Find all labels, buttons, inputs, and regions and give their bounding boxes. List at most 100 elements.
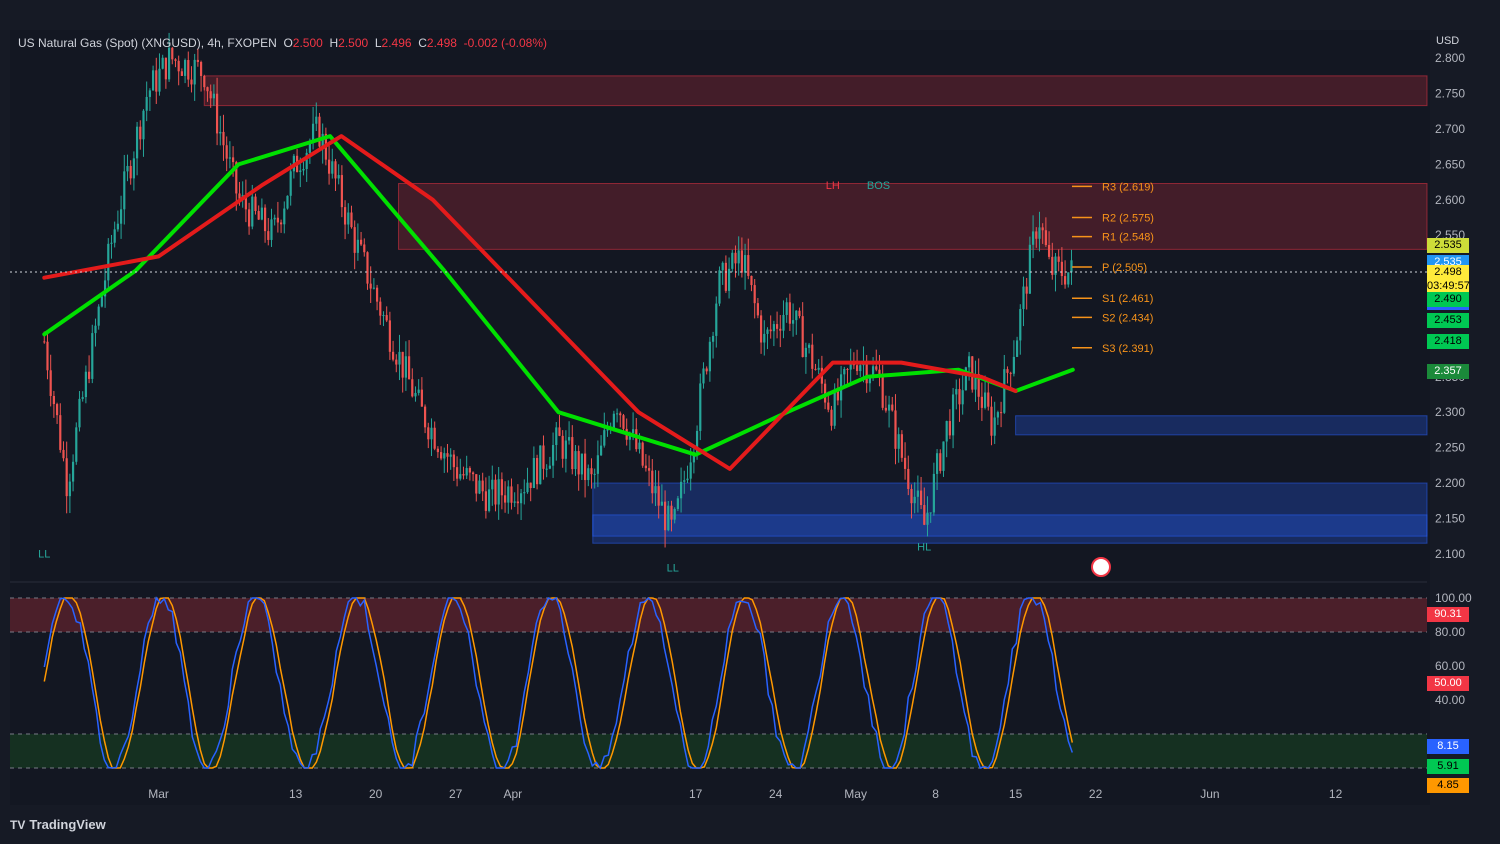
candle-body xyxy=(814,368,817,370)
candle-body xyxy=(71,461,75,482)
candle-body xyxy=(1047,245,1051,257)
candle-body xyxy=(753,285,756,304)
candle-body xyxy=(350,212,353,228)
candle-body xyxy=(660,501,663,506)
time-axis-tick: 22 xyxy=(1089,787,1103,801)
candle-body xyxy=(647,468,651,471)
candle-body xyxy=(836,391,839,401)
tradingview-icon: TV xyxy=(10,818,26,832)
candle-body xyxy=(721,262,724,271)
candle-body xyxy=(75,427,78,462)
candle-body xyxy=(667,505,670,531)
candle-body xyxy=(916,490,919,497)
candle-body xyxy=(798,310,801,317)
candle-body xyxy=(596,455,599,474)
candle-body xyxy=(599,445,603,456)
candle-body xyxy=(199,62,203,76)
candle-body xyxy=(68,481,71,497)
candle-body xyxy=(1035,231,1038,239)
price-axis-tick: 2.300 xyxy=(1435,405,1465,419)
symbol-name[interactable]: US Natural Gas (Spot) (XNGUSD) xyxy=(18,36,201,50)
candle-body xyxy=(987,392,990,407)
candle-body xyxy=(91,333,94,379)
candle-body xyxy=(747,255,750,276)
candle-body xyxy=(545,468,548,470)
candle-body xyxy=(359,239,363,245)
currency-label[interactable]: USD xyxy=(1436,35,1460,47)
osc-value-tag: 8.15 xyxy=(1427,738,1469,754)
candle-body xyxy=(1044,230,1047,246)
price-axis-tick: 2.250 xyxy=(1435,441,1465,455)
candle-body xyxy=(276,217,279,223)
candle-body xyxy=(398,351,401,365)
timeframe[interactable]: 4h xyxy=(207,36,221,50)
candle-body xyxy=(910,488,913,504)
time-axis-tick: 24 xyxy=(769,787,783,801)
candle-body xyxy=(769,329,772,332)
demand-zone xyxy=(592,514,1428,537)
candle-body xyxy=(471,472,475,475)
candle-body xyxy=(516,501,519,504)
us-flag-icon[interactable] xyxy=(1091,557,1111,577)
candle-body xyxy=(135,126,139,159)
candle-body xyxy=(247,209,251,227)
low-value: 2.496 xyxy=(381,36,412,50)
candle-body xyxy=(183,60,187,76)
candle-body xyxy=(843,368,846,375)
candle-body xyxy=(1022,286,1025,310)
candle-body xyxy=(308,142,311,153)
candle-body xyxy=(283,208,286,225)
candle-body xyxy=(993,417,996,436)
open-label: O xyxy=(283,36,293,50)
candle-body xyxy=(900,434,903,458)
candle-body xyxy=(459,474,462,479)
price-tag: 2.535 xyxy=(1427,238,1469,254)
close-label: C xyxy=(418,36,427,50)
candle-body xyxy=(132,158,135,179)
candle-body xyxy=(430,427,433,440)
candle-body xyxy=(673,508,676,520)
candle-body xyxy=(849,361,852,370)
candle-body xyxy=(638,442,641,450)
osc-axis-tick: 100.00 xyxy=(1435,591,1472,605)
candle-body xyxy=(500,479,503,496)
candle-body xyxy=(731,252,734,269)
candle-body xyxy=(788,302,791,324)
candle-body xyxy=(539,445,542,485)
candle-body xyxy=(475,474,478,494)
price-tag: 03:49:57 xyxy=(1427,278,1470,294)
candle-body xyxy=(487,489,491,511)
osc-value-tag: 50.00 xyxy=(1427,675,1469,691)
candle-body xyxy=(52,395,55,405)
candle-body xyxy=(935,453,939,474)
chart-plot-area[interactable] xyxy=(10,30,1430,805)
candle-body xyxy=(379,301,382,316)
candle-body xyxy=(395,359,398,365)
tradingview-logo[interactable]: TV TradingView xyxy=(10,817,106,832)
candle-body xyxy=(494,479,497,505)
candle-body xyxy=(948,421,951,436)
pivot-label: R3 (2.619) xyxy=(1102,181,1154,193)
candle-body xyxy=(708,341,711,372)
candle-body xyxy=(187,60,190,80)
candle-body xyxy=(740,250,743,273)
candle-body xyxy=(302,168,305,171)
candle-body xyxy=(603,430,606,446)
candle-body xyxy=(980,396,983,408)
candle-body xyxy=(337,175,340,179)
candle-body xyxy=(555,427,558,446)
candle-body xyxy=(715,303,718,336)
candle-body xyxy=(951,394,955,436)
candle-body xyxy=(103,280,107,297)
candle-body xyxy=(654,486,657,494)
candle-body xyxy=(571,437,574,470)
candle-body xyxy=(619,413,622,416)
candle-body xyxy=(1025,286,1028,294)
candle-body xyxy=(478,480,481,494)
candle-body xyxy=(782,314,785,331)
candle-body xyxy=(702,368,705,384)
candle-body xyxy=(254,196,257,212)
candle-body xyxy=(574,451,577,470)
candle-body xyxy=(484,491,487,511)
